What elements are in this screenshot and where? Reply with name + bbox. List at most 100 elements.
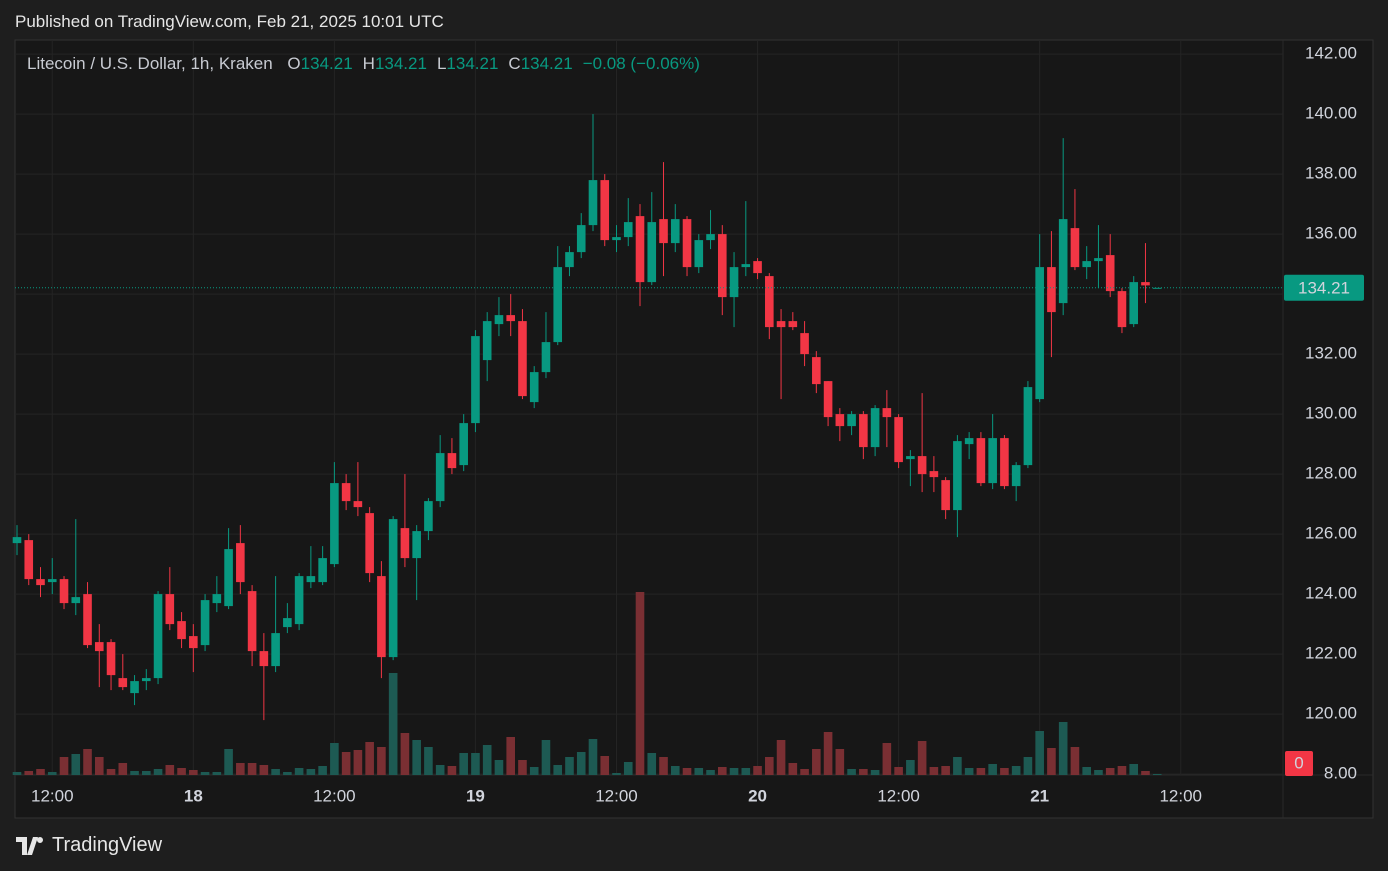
candle-body (259, 651, 269, 667)
brand-name: TradingView (52, 834, 163, 856)
y-tick-label: 128.00 (1305, 464, 1357, 483)
volume-bar (212, 772, 222, 775)
candle-body (1035, 267, 1044, 400)
candle-body (1058, 219, 1068, 304)
candle-body (236, 543, 245, 583)
y-tick-label: 122.00 (1305, 644, 1357, 663)
volume-bar (224, 749, 233, 775)
candle-body (706, 234, 715, 241)
volume-bar (36, 769, 45, 775)
candle-body (1141, 282, 1150, 286)
volume-bar (106, 769, 116, 775)
volume-bar (459, 753, 468, 775)
candle-body (694, 240, 704, 268)
volume-bar (870, 770, 880, 775)
volume-bar (894, 767, 903, 775)
y-tick-label: 140.00 (1305, 104, 1357, 123)
candle-body (330, 483, 339, 565)
volume-bar (776, 740, 786, 775)
volume-bar (330, 743, 339, 775)
volume-bar (917, 741, 927, 775)
volume-bar (941, 766, 950, 775)
chart-panel (14, 39, 1374, 819)
volume-bar (823, 732, 833, 775)
volume-bar (71, 754, 81, 775)
candle-body (859, 414, 868, 448)
brand: TradingView (16, 834, 162, 857)
candle-body (835, 414, 845, 427)
candle-body (894, 417, 903, 463)
candle-body (776, 321, 786, 328)
candle-body (717, 234, 727, 298)
volume-bar (694, 768, 704, 775)
volume-bar (447, 766, 457, 775)
candle-body (224, 549, 233, 607)
volume-bar (506, 737, 516, 775)
volume-bar (424, 747, 433, 775)
volume-bar (647, 753, 657, 775)
candle-body (529, 372, 539, 403)
candle-body (1152, 287, 1162, 289)
candle-body (189, 636, 198, 649)
candle-body (1000, 438, 1009, 487)
candle-body (283, 618, 292, 628)
candle-body (47, 579, 57, 583)
volume-bar (988, 764, 997, 775)
candle-body (588, 180, 598, 226)
x-tick-label: 12:00 (31, 786, 74, 805)
x-tick-label: 12:00 (595, 786, 638, 805)
candle-body (635, 216, 645, 283)
candle-body (847, 414, 856, 427)
x-tick-label: 18 (184, 786, 203, 805)
volume-bar (471, 753, 480, 775)
price-badge (1284, 274, 1364, 301)
candle-body (447, 453, 457, 469)
volume-bar (1070, 747, 1080, 775)
x-tick-label: 12:00 (313, 786, 356, 805)
ohlc-value: 134.21 (374, 54, 427, 73)
volume-bar (541, 740, 551, 775)
candle-body (753, 261, 762, 274)
volume-bar (341, 752, 351, 775)
volume-bar (83, 749, 92, 775)
candle-body (71, 597, 81, 604)
candle-body (553, 267, 563, 343)
volume-bar (165, 765, 175, 775)
candle-body (36, 579, 45, 586)
candle-body (212, 594, 222, 604)
volume-bar (847, 769, 856, 775)
candle-body (271, 633, 280, 667)
volume-bar (835, 749, 845, 775)
candle-body (670, 219, 680, 244)
volume-bar (236, 763, 245, 775)
volume-bar (259, 765, 269, 775)
candle-body (400, 528, 410, 559)
volume-bar (1152, 774, 1162, 775)
volume-bar (553, 765, 563, 775)
y-tick-label: 136.00 (1305, 224, 1357, 243)
volume-bar (177, 768, 186, 775)
candle-body (130, 681, 139, 694)
candle-body (765, 276, 774, 328)
volume-bar (1094, 770, 1103, 775)
candle-body (59, 579, 69, 604)
candle-body (823, 381, 833, 418)
volume-bar (812, 749, 821, 775)
volume-bar (612, 773, 621, 775)
volume-bar (1129, 764, 1139, 775)
candle-body (318, 558, 327, 583)
brand-logo (16, 836, 43, 855)
candle-body (12, 537, 22, 544)
ohlc-label: L (436, 54, 447, 73)
candle-body (906, 456, 915, 460)
volume-bar (859, 769, 868, 775)
volume-bar (765, 757, 774, 775)
candle-body (165, 594, 175, 625)
candle-body (506, 315, 516, 322)
candle-body (482, 321, 492, 361)
volume-bar (588, 739, 598, 775)
volume-bar (189, 770, 198, 775)
volume-bar (283, 772, 292, 775)
